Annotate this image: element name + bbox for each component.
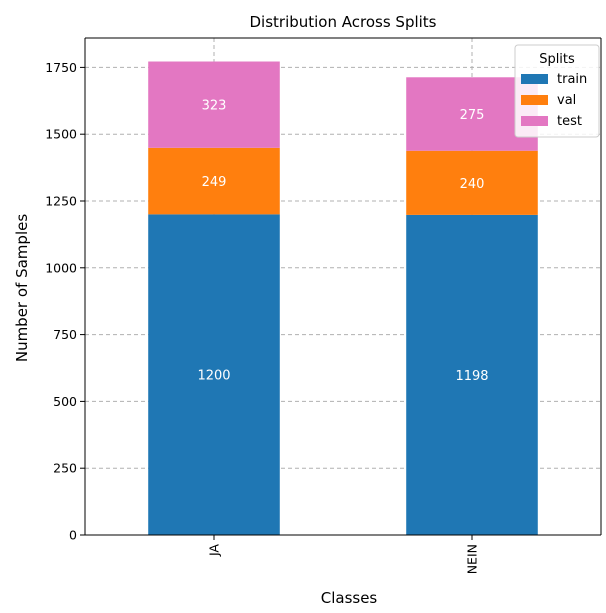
y-axis-label: Number of Samples — [13, 214, 31, 362]
data-label-test: 275 — [460, 108, 485, 123]
y-tick-label: 500 — [53, 394, 77, 409]
data-labels: 1200 249 323 1198 240 275 — [197, 99, 488, 384]
bar-val — [406, 150, 538, 215]
data-label-train: 1198 — [455, 369, 488, 384]
legend-label-test: test — [557, 114, 582, 129]
bar-val — [148, 147, 280, 215]
data-label-val: 240 — [460, 177, 485, 192]
data-label-train: 1200 — [197, 369, 230, 384]
bar-train — [406, 214, 538, 535]
legend-title: Splits — [539, 52, 575, 67]
y-tick-label: 1500 — [45, 127, 77, 142]
bar-test — [148, 61, 280, 148]
bars — [148, 61, 538, 535]
x-tick-label: JA — [207, 544, 222, 557]
x-tick-label: NEIN — [465, 544, 480, 574]
data-label-test: 323 — [202, 99, 227, 114]
legend: Splits train val test — [514, 44, 600, 138]
legend-swatch-test — [521, 116, 548, 126]
y-tick-label: 0 — [69, 528, 77, 543]
legend-label-train: train — [557, 72, 587, 87]
legend-swatch-val — [521, 95, 548, 105]
axes: 0 250 500 750 1000 1250 1500 1750 JA NEIN — [45, 37, 602, 574]
y-tick-label: 750 — [53, 327, 77, 342]
legend-swatch-train — [521, 74, 548, 84]
bar-train — [148, 214, 280, 535]
y-tick-label: 1750 — [45, 60, 77, 75]
y-tick-label: 1250 — [45, 193, 77, 208]
chart-title: Distribution Across Splits — [249, 13, 436, 31]
x-axis-label: Classes — [321, 589, 378, 607]
legend-label-val: val — [557, 93, 576, 108]
y-tick-label: 250 — [53, 461, 77, 476]
y-tick-label: 1000 — [45, 260, 77, 275]
legend-box — [514, 44, 600, 138]
data-label-val: 249 — [202, 175, 227, 190]
